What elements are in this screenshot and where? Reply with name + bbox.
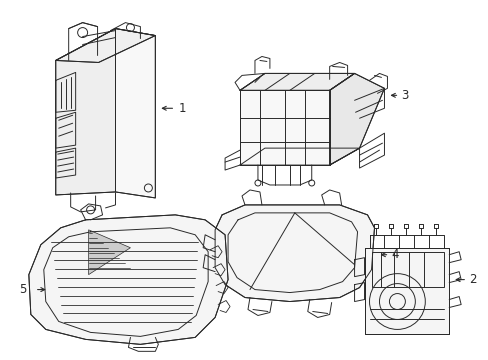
- Polygon shape: [240, 90, 329, 165]
- Bar: [371, 252, 443, 287]
- Text: 2: 2: [468, 273, 476, 286]
- Polygon shape: [240, 148, 359, 165]
- Text: 4: 4: [390, 248, 398, 261]
- Polygon shape: [329, 73, 384, 165]
- Polygon shape: [56, 28, 115, 195]
- Polygon shape: [215, 205, 374, 302]
- Text: 5: 5: [19, 283, 26, 296]
- Polygon shape: [88, 230, 130, 275]
- Polygon shape: [364, 248, 448, 334]
- Polygon shape: [115, 28, 155, 198]
- Text: 3: 3: [401, 89, 408, 102]
- Text: 1: 1: [178, 102, 185, 115]
- Polygon shape: [29, 215, 227, 345]
- Polygon shape: [56, 28, 155, 62]
- Polygon shape: [240, 73, 354, 90]
